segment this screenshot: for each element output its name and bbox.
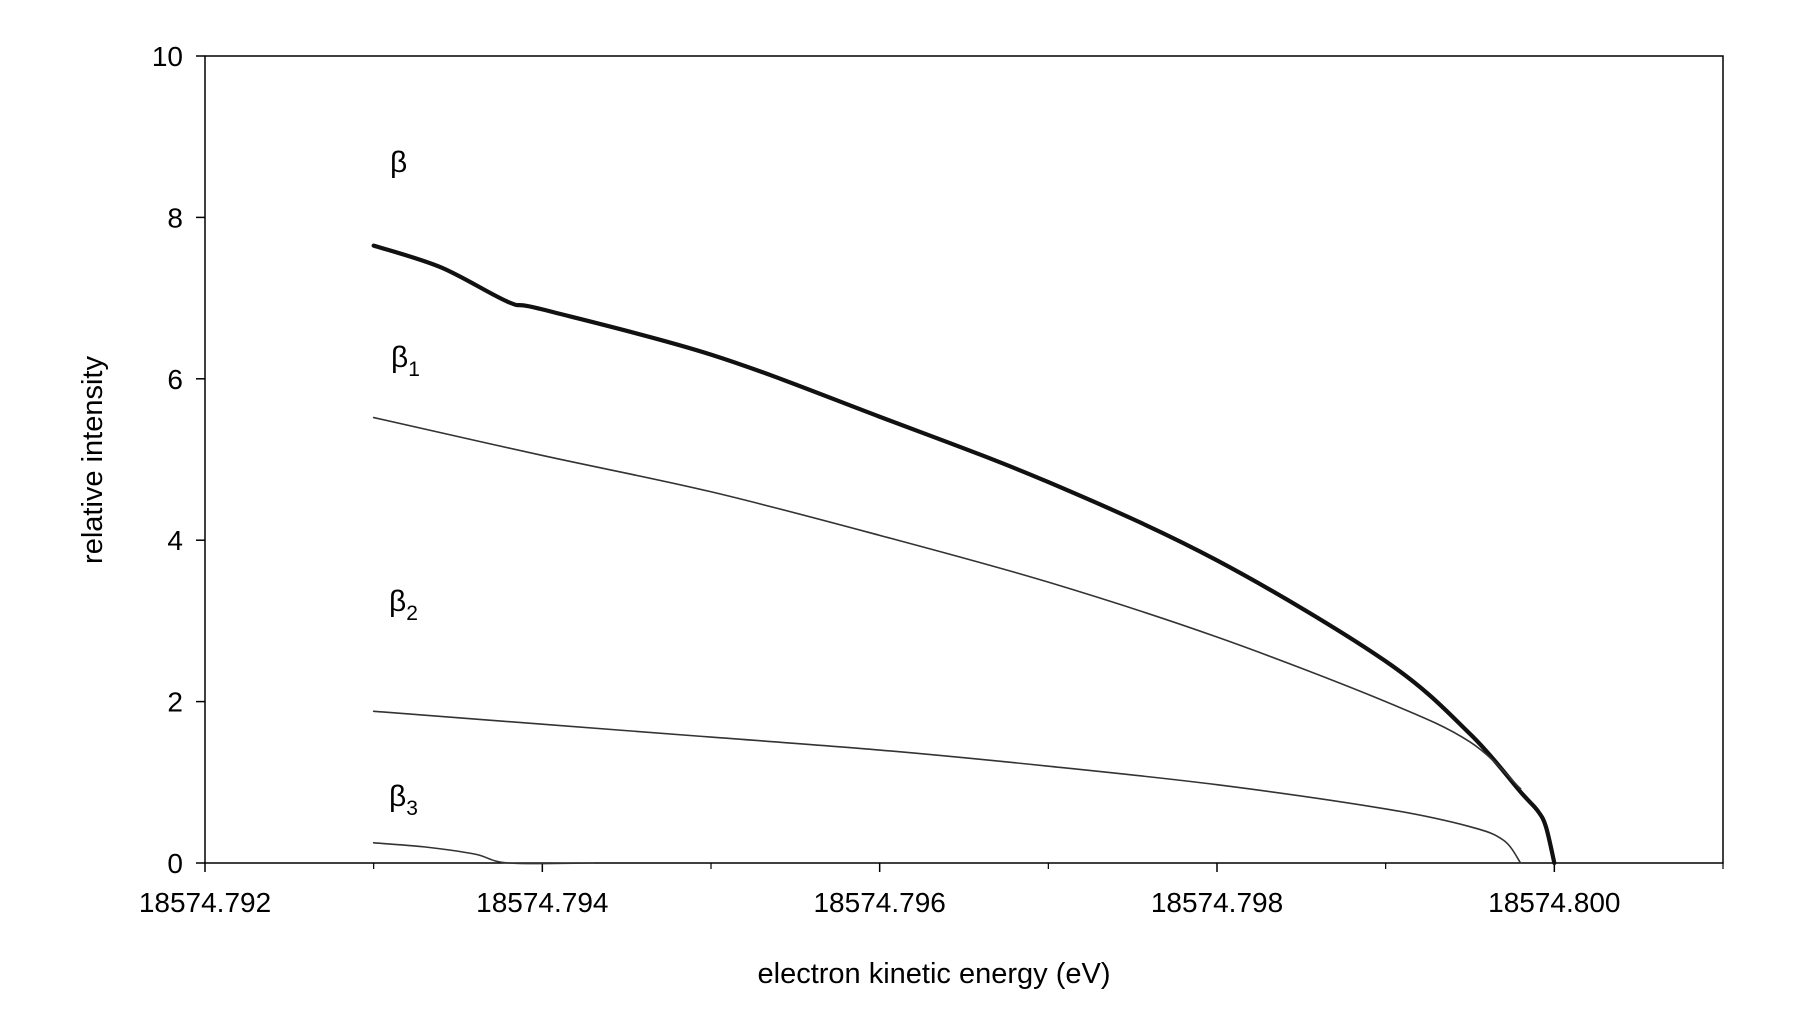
- series-label-subscript: 1: [408, 358, 420, 381]
- series-label-base: β: [390, 146, 407, 179]
- series-label-base: β: [389, 585, 406, 618]
- series-line-beta-3: [372, 842, 594, 865]
- y-tick-label: 4: [167, 525, 183, 556]
- x-tick-label: 18574.794: [476, 887, 608, 918]
- series-label-subscript: 2: [406, 602, 418, 625]
- plot-frame: [204, 55, 1724, 864]
- series-label-beta: β: [390, 146, 407, 179]
- x-axis: 18574.792 18574.794 18574.796 18574.798 1857…: [139, 863, 1724, 918]
- series-label-subscript: 3: [406, 797, 418, 820]
- y-tick-label: 10: [152, 41, 183, 72]
- y-tick-label: 6: [167, 364, 183, 395]
- x-tick-label: 18574.798: [1151, 887, 1283, 918]
- series-line-beta: [371, 243, 1557, 866]
- series-label-base: β: [391, 341, 408, 374]
- series-line-beta-1: [372, 416, 1522, 790]
- series-label-beta-3: β3: [389, 780, 418, 820]
- series-line-beta-2: [372, 710, 1522, 864]
- y-axis: 0 2 4 6 8 10: [152, 41, 205, 879]
- y-tick-label: 2: [167, 687, 183, 718]
- y-tick-label: 0: [167, 848, 183, 879]
- y-tick-label: 8: [167, 202, 183, 233]
- series-label-base: β: [389, 780, 406, 813]
- x-tick-label: 18574.800: [1488, 887, 1620, 918]
- series-lines: [371, 243, 1557, 866]
- x-tick-label: 18574.796: [813, 887, 945, 918]
- x-tick-label: 18574.792: [139, 887, 271, 918]
- y-axis-title: relative intensity: [77, 356, 109, 564]
- series-label-beta-1: β1: [391, 341, 420, 381]
- x-axis-title: electron kinetic energy (eV): [758, 958, 1111, 990]
- series-label-beta-2: β2: [389, 585, 418, 625]
